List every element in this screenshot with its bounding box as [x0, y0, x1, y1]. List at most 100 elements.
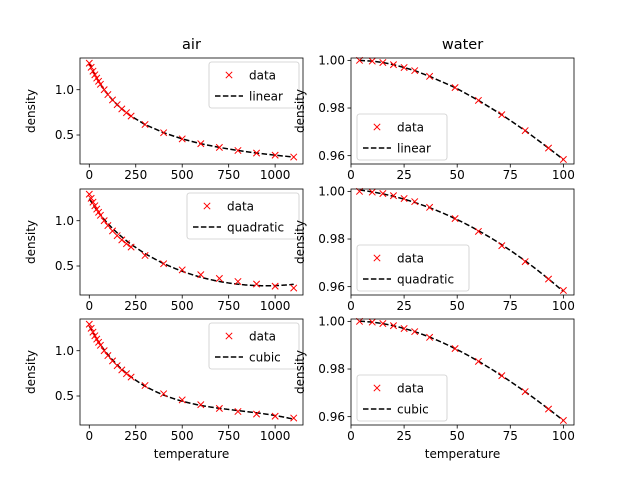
- data-point: [127, 112, 135, 120]
- x-tick-label: 25: [396, 168, 411, 182]
- x-axis-label: temperature: [154, 447, 229, 461]
- legend-label-data: data: [249, 68, 276, 82]
- axes-frame: [350, 57, 575, 165]
- data-point: [93, 74, 101, 82]
- y-axis-label: density: [293, 350, 307, 394]
- data-point: [215, 143, 223, 151]
- data-point: [96, 211, 104, 219]
- data-point: [252, 280, 261, 288]
- data-point: [379, 319, 387, 328]
- data-point: [379, 58, 387, 67]
- y-tick-label: 1.0: [55, 344, 74, 358]
- data-point: [100, 217, 108, 225]
- y-tick-label: 1.00: [318, 54, 345, 68]
- y-axis-label: density: [24, 89, 38, 133]
- data-point: [400, 63, 408, 72]
- data-point: [426, 72, 434, 80]
- data-point: [411, 67, 419, 75]
- data-point: [379, 189, 387, 198]
- y-tick-label: 0.96: [318, 410, 345, 424]
- x-tick-label: 75: [503, 429, 518, 443]
- x-tick-label: 250: [124, 429, 147, 443]
- data-point: [85, 190, 93, 198]
- x-tick-label: 500: [171, 168, 194, 182]
- x-tick-label: 100: [552, 429, 575, 443]
- data-point: [368, 57, 376, 65]
- data-point: [451, 214, 459, 223]
- data-point: [141, 251, 149, 260]
- data-point: [215, 274, 223, 282]
- data-point: [389, 322, 398, 330]
- data-point: [234, 277, 242, 286]
- y-axis-label: density: [24, 350, 38, 394]
- data-point: [122, 370, 131, 378]
- x-tick-label: 0: [347, 299, 355, 313]
- legend-label-fit: cubic: [397, 402, 429, 416]
- data-point: [368, 188, 376, 196]
- data-point: [521, 258, 529, 266]
- legend-label-data: data: [397, 251, 424, 265]
- data-point: [498, 372, 506, 380]
- axes-frame: [79, 57, 304, 165]
- data-point: [498, 242, 506, 250]
- data-point: [160, 260, 168, 268]
- data-point: [271, 151, 279, 159]
- subplot-title: water: [442, 37, 483, 53]
- y-axis-label: density: [293, 220, 307, 264]
- data-point: [252, 149, 261, 157]
- data-point: [400, 194, 408, 203]
- data-point: [252, 410, 261, 418]
- legend: data cubic: [208, 322, 300, 370]
- data-point: [178, 396, 186, 404]
- x-tick-label: 100: [552, 168, 575, 182]
- data-point: [290, 153, 298, 161]
- axes-frame: [79, 318, 304, 426]
- data-point: [271, 282, 279, 290]
- data-point: [474, 227, 482, 235]
- x-tick-label: 0: [85, 429, 93, 443]
- legend-label-fit: cubic: [249, 350, 281, 364]
- legend-label-fit: linear: [397, 141, 431, 155]
- data-point: [521, 388, 529, 396]
- x-axis-label: temperature: [425, 447, 500, 461]
- data-point: [118, 236, 126, 244]
- axes-frame: [350, 318, 575, 426]
- x-tick-label: 750: [217, 168, 240, 182]
- x-tick-label: 75: [503, 299, 518, 313]
- data-point: [85, 320, 93, 328]
- data-point: [127, 373, 135, 381]
- data-point: [197, 271, 205, 279]
- data-point: [234, 407, 242, 416]
- data-point: [234, 146, 242, 155]
- x-tick-label: 75: [503, 168, 518, 182]
- data-point: [122, 109, 131, 117]
- data-point: [87, 194, 95, 202]
- y-tick-label: 0.5: [55, 389, 74, 403]
- data-point: [178, 266, 186, 274]
- data-point: [411, 198, 419, 206]
- data-point: [426, 203, 434, 211]
- data-point: [89, 67, 97, 75]
- y-tick-label: 0.96: [318, 280, 345, 294]
- data-point: [474, 96, 482, 104]
- data-point: [91, 202, 99, 210]
- data-point: [544, 144, 553, 152]
- data-point: [271, 412, 279, 420]
- data-point: [389, 192, 398, 200]
- data-point: [368, 318, 376, 326]
- data-point: [87, 63, 95, 71]
- subplot-water-1: 0 25 50 75 100 0.96 0.98 1.00 density water data li…: [293, 37, 575, 182]
- y-tick-label: 1.0: [55, 214, 74, 228]
- y-tick-label: 0.5: [55, 128, 74, 142]
- data-point: [160, 129, 168, 137]
- data-point: [96, 341, 104, 349]
- legend: data quadratic: [356, 244, 470, 292]
- data-point: [197, 401, 205, 409]
- x-tick-label: 0: [347, 168, 355, 182]
- data-point: [451, 83, 459, 92]
- x-tick-label: 1000: [260, 429, 291, 443]
- subplot-title: air: [182, 37, 201, 53]
- data-point: [544, 275, 553, 283]
- data-point: [100, 86, 108, 94]
- x-tick-label: 500: [171, 299, 194, 313]
